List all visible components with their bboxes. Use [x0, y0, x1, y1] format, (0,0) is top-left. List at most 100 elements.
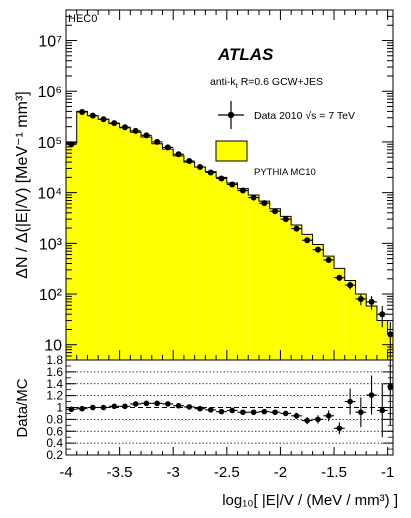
ratio-marker: [282, 410, 289, 417]
mc-bar: [108, 123, 120, 360]
ratio-marker: [347, 398, 353, 405]
mc-bar: [151, 143, 163, 360]
data-point: [151, 138, 163, 145]
ratio-marker: [315, 416, 321, 423]
ratio-marker: [272, 409, 278, 416]
data-marker: [154, 138, 161, 145]
data-marker: [218, 175, 225, 182]
data-marker: [387, 331, 394, 338]
ratio-marker: [293, 413, 300, 419]
ratio-y-tick-label: 0.6: [46, 424, 63, 438]
y-tick-label: 10³: [39, 236, 63, 253]
x-tick-label: -1: [381, 464, 394, 481]
ratio-marker: [358, 409, 364, 416]
mc-bar: [323, 256, 335, 360]
ratio-point: [387, 360, 394, 426]
data-point: [98, 116, 109, 123]
data-marker: [272, 208, 279, 215]
data-marker: [261, 200, 268, 207]
ratio-point: [258, 408, 270, 415]
ratio-point: [151, 400, 163, 407]
mc-bar: [141, 137, 152, 360]
data-marker: [164, 144, 171, 151]
mc-bar: [366, 306, 377, 360]
legend-data-label: Data 2010 √s = 7 TeV: [254, 110, 355, 122]
ratio-point: [366, 375, 377, 415]
data-point: [334, 274, 345, 282]
ratio-marker: [240, 409, 246, 416]
mc-bar: [87, 115, 99, 361]
y-tick-label: 10⁶: [38, 84, 62, 101]
ratio-marker: [197, 405, 203, 412]
main-x-ticks: [65, 10, 389, 360]
data-point: [387, 322, 394, 360]
data-point: [301, 237, 313, 244]
atlas-label: ATLAS: [217, 45, 274, 64]
data-marker: [368, 298, 375, 305]
ratio-point: [173, 402, 184, 409]
mc-bar: [98, 119, 109, 360]
ratio-point: [312, 415, 324, 424]
y-tick-label: 10: [44, 338, 62, 355]
ratio-point: [130, 401, 142, 407]
ratio-marker: [111, 403, 118, 410]
ratio-point: [248, 409, 259, 416]
data-marker: [132, 127, 139, 134]
ratio-marker: [100, 404, 107, 411]
ratio-y-axis: 0.20.40.60.811.21.41.61.8: [46, 353, 393, 462]
data-point: [248, 194, 259, 201]
ratio-marker: [175, 402, 182, 409]
ratio-y-tick-label: 0.2: [46, 448, 63, 462]
data-marker: [357, 295, 364, 302]
ratio-y-tick-label: 0.4: [46, 436, 63, 450]
data-marker: [314, 246, 321, 253]
ratio-marker: [368, 392, 375, 398]
ratio-y-tick-label: 1: [56, 401, 63, 415]
ratio-point: [344, 388, 356, 415]
data-point: [194, 164, 206, 171]
data-point: [258, 200, 270, 207]
ratio-points: [66, 360, 394, 438]
mc-bar: [162, 149, 174, 360]
data-marker: [325, 256, 332, 263]
y-tick-label: 10⁷: [38, 34, 62, 51]
data-point: [269, 208, 281, 215]
ratio-point: [301, 417, 313, 425]
mc-bar: [248, 194, 259, 360]
data-marker: [111, 120, 118, 127]
ratio-marker: [143, 400, 150, 407]
data-marker: [239, 187, 246, 194]
ratio-point: [76, 405, 88, 412]
x-axis-title: log₁₀[ |E|/V / (MeV / mm³) ]: [222, 492, 398, 509]
data-point: [216, 175, 227, 182]
ratio-point: [87, 404, 99, 411]
ratio-point: [141, 400, 152, 407]
data-point: [119, 124, 131, 131]
mc-bar: [205, 171, 217, 360]
data-marker: [293, 225, 300, 232]
mc-bar: [237, 188, 249, 360]
mc-bar: [119, 127, 131, 361]
legend: Data 2010 √s = 7 TeV PYTHIA MC10: [215, 101, 355, 178]
x-tick-label: -4: [59, 464, 72, 481]
mc-bar: [344, 280, 356, 360]
data-point: [366, 296, 377, 310]
ratio-marker: [261, 408, 268, 415]
x-tick-label: -2.5: [214, 464, 240, 481]
data-points: [66, 108, 394, 360]
ratio-point: [98, 404, 109, 411]
mc-bar: [183, 162, 195, 360]
y-tick-label: 10⁵: [38, 135, 62, 152]
data-point: [130, 127, 142, 134]
ratio-y-tick-label: 1.8: [46, 353, 63, 367]
data-point: [108, 120, 120, 127]
data-marker: [143, 132, 150, 139]
ratio-marker: [379, 407, 386, 414]
x-tick-label: -2: [274, 464, 287, 481]
ratio-y-tick-label: 1.6: [46, 365, 63, 379]
y-tick-label: 10⁴: [37, 186, 62, 203]
ratio-marker: [325, 413, 332, 419]
mc-bar: [76, 111, 88, 360]
ratio-y-tick-label: 1.4: [46, 377, 63, 391]
data-point: [280, 216, 292, 223]
